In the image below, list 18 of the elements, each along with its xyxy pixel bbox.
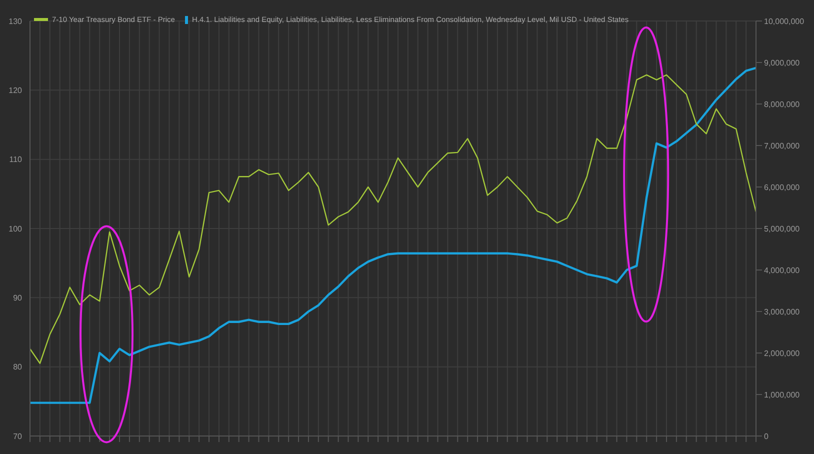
y2-tick-label: 4,000,000 [764,266,800,275]
y-tick-label: 110 [9,155,23,164]
y2-tick-label: 3,000,000 [764,307,800,316]
y-tick-label: 130 [8,16,23,26]
y-tick-label: 120 [8,86,23,96]
y-tick-label: 100 [8,224,23,234]
y2-tick-label: 8,000,000 [764,100,800,109]
y2-tick-label: 10,000,000 [764,16,805,26]
y2-tick-label: 7,000,000 [764,141,800,150]
y2-tick-label: 6,000,000 [764,182,800,192]
y2-tick-label: 5,000,000 [764,224,800,234]
y-tick-label: 70 [13,432,23,441]
y2-tick-label: 9,000,000 [764,58,800,68]
y-tick-label: 90 [13,294,23,303]
y2-tick-label: 1,000,000 [764,390,800,400]
y-tick-label: 80 [13,362,23,372]
y2-tick-label: 2,000,000 [764,348,800,358]
y2-tick-label: 0 [764,432,769,441]
